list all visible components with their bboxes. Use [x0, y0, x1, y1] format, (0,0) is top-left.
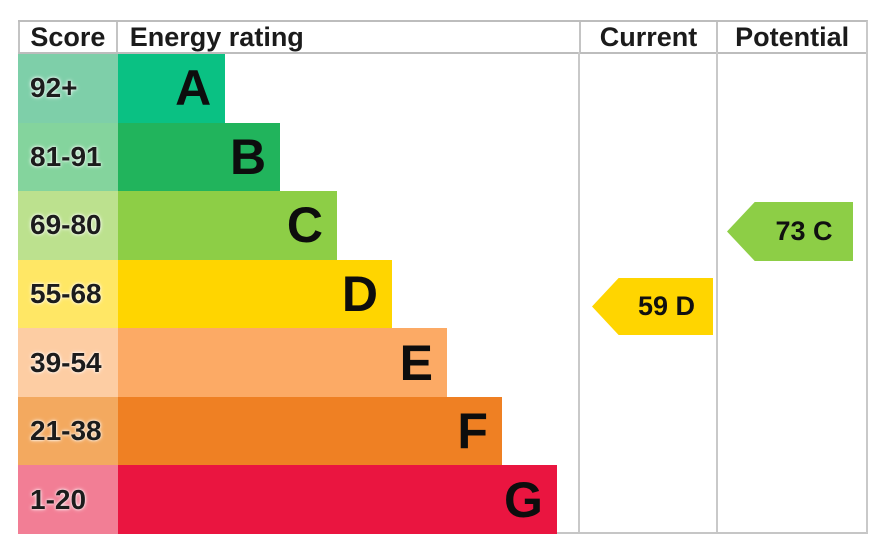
- score-range-label: 81-91: [18, 122, 118, 192]
- band-row-g: 1-20 G: [18, 465, 580, 535]
- column-divider-current: [578, 52, 580, 532]
- column-divider-potential: [716, 52, 718, 532]
- header-potential: Potential: [716, 22, 866, 52]
- rating-letter: C: [286, 197, 323, 254]
- band-row-a: 92+ A: [18, 54, 580, 123]
- rating-letter: A: [175, 60, 212, 117]
- rating-bar-g: G: [118, 465, 557, 535]
- current-rating-label: 59 D: [637, 291, 696, 321]
- rating-letter: E: [399, 334, 433, 391]
- rating-letter: B: [230, 128, 267, 185]
- rating-bar-c: C: [118, 191, 337, 260]
- header-score: Score: [18, 22, 118, 52]
- rating-bar-f: F: [118, 396, 502, 466]
- rating-letter: G: [503, 471, 543, 528]
- band-row-d: 55-68 D: [18, 259, 580, 329]
- band-row-b: 81-91 B: [18, 122, 580, 192]
- score-range-label: 92+: [18, 54, 118, 123]
- rating-bar-e: E: [118, 328, 447, 397]
- current-rating-arrow: 59 D: [592, 278, 713, 335]
- rating-bar-d: D: [118, 259, 392, 329]
- rating-letter: D: [341, 266, 378, 323]
- rating-bar-b: B: [118, 122, 281, 192]
- potential-rating-label: 73 C: [775, 216, 833, 246]
- rating-letter: F: [457, 403, 488, 460]
- band-row-f: 21-38 F: [18, 396, 580, 466]
- epc-table: Score Energy rating Current Potential 92…: [18, 20, 868, 535]
- header-energy-rating: Energy rating: [129, 22, 304, 52]
- band-row-e: 39-54 E: [18, 328, 580, 397]
- score-range-label: 1-20: [18, 465, 118, 535]
- score-range-label: 55-68: [18, 259, 118, 329]
- rating-bar-a: A: [118, 54, 226, 123]
- band-rows: 92+ A 81-91 B 69-80: [18, 54, 580, 535]
- table-header: Score Energy rating Current Potential: [18, 22, 866, 54]
- band-row-c: 69-80 C: [18, 191, 580, 260]
- potential-rating-arrow: 73 C: [727, 202, 853, 261]
- score-range-label: 69-80: [18, 191, 118, 260]
- header-current: Current: [578, 22, 717, 52]
- score-range-label: 39-54: [18, 328, 118, 397]
- score-range-label: 21-38: [18, 396, 118, 466]
